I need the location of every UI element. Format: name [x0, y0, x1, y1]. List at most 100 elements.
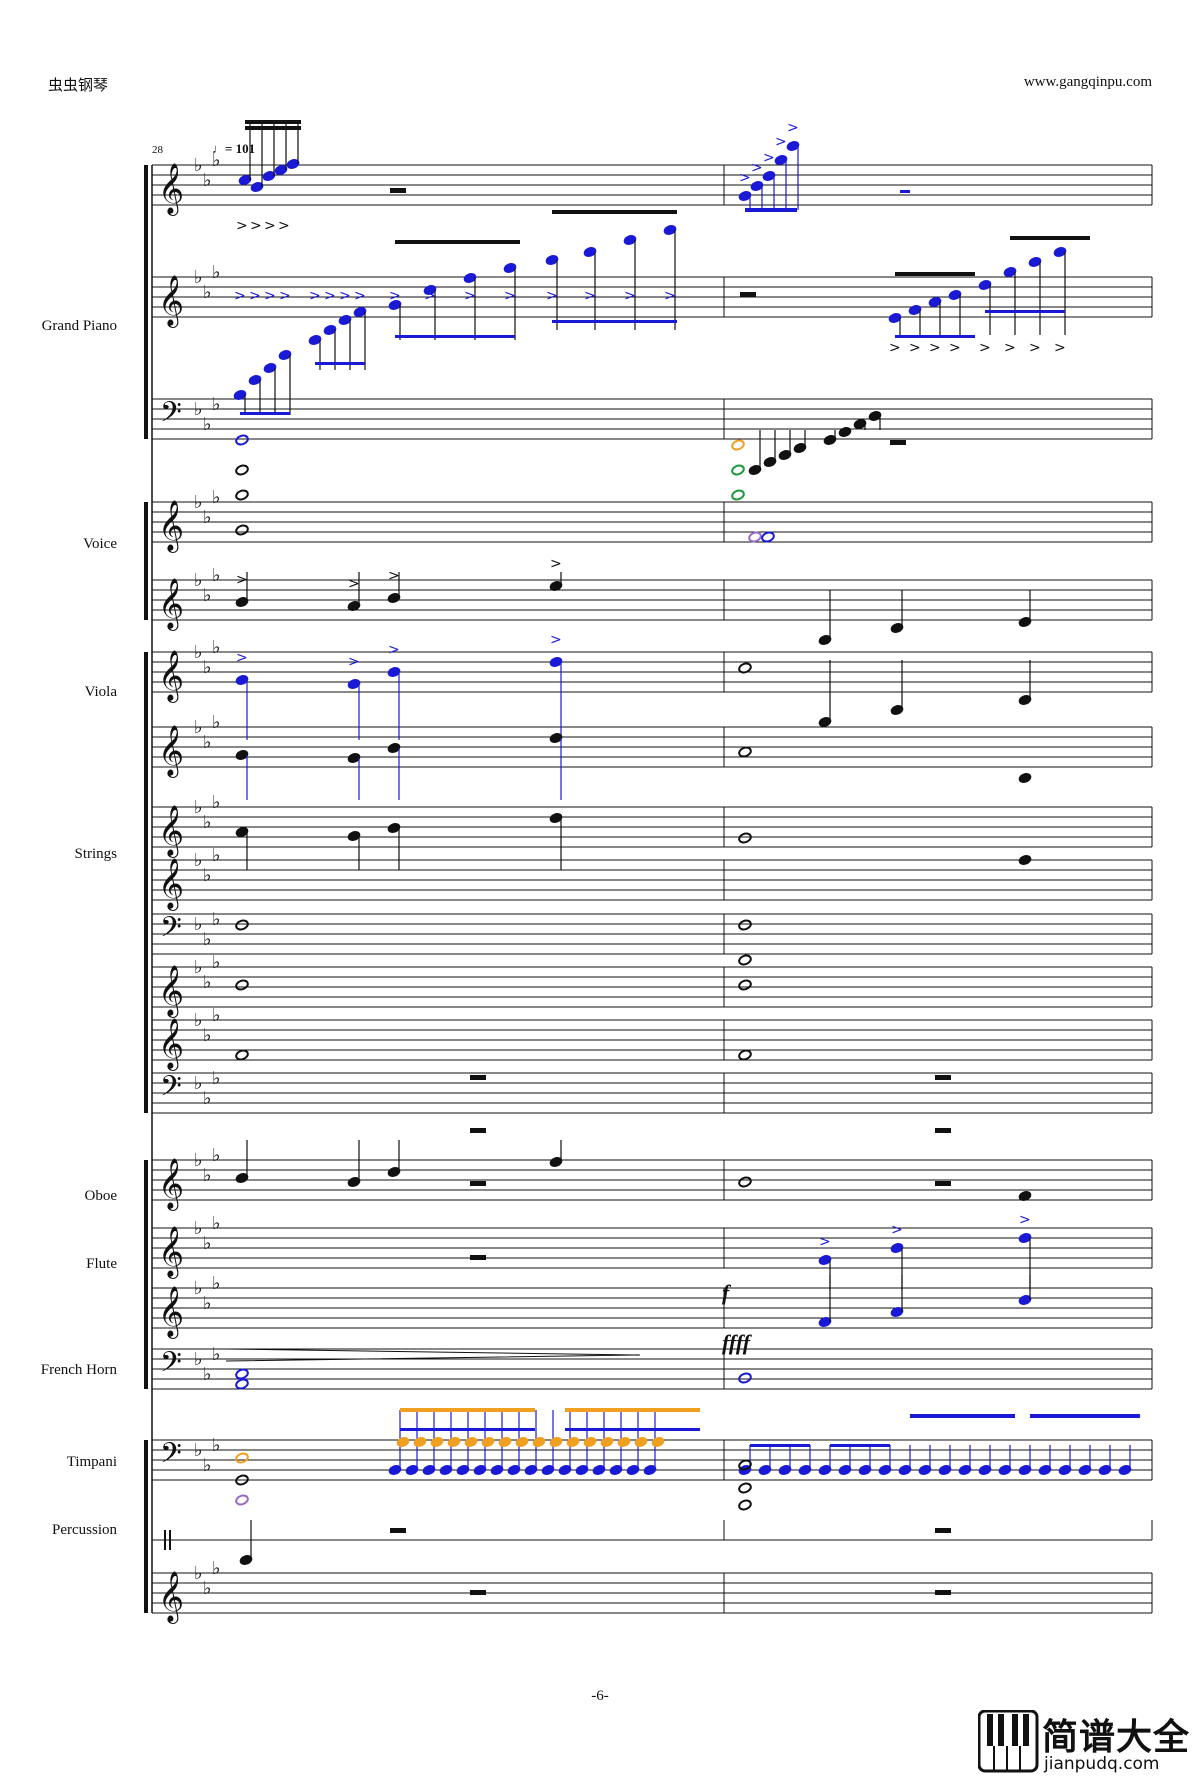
- note-head: [890, 1307, 904, 1317]
- accent-mark: >: [889, 340, 901, 356]
- flat-sign: ♭: [194, 1218, 203, 1239]
- note-head: [566, 1437, 580, 1447]
- bracket: [144, 652, 148, 1113]
- note-head: [1098, 1465, 1112, 1475]
- note-head: [274, 165, 288, 175]
- note-head: [481, 1437, 495, 1447]
- note-head: [761, 531, 775, 543]
- flat-sign: ♭: [212, 1273, 221, 1294]
- whole-rest: [470, 1181, 486, 1186]
- note-head: [818, 1317, 832, 1327]
- note-head: [490, 1465, 504, 1475]
- flat-sign: ♭: [203, 972, 212, 993]
- note-head: [1003, 267, 1017, 277]
- flat-sign: ♭: [212, 952, 221, 973]
- note-head: [617, 1437, 631, 1447]
- flat-sign: ♭: [194, 850, 203, 871]
- flat-sign: ♭: [194, 1150, 203, 1171]
- note-head: [786, 141, 800, 151]
- beam: [400, 1428, 535, 1431]
- note-head: [456, 1465, 470, 1475]
- note-head: [738, 1176, 752, 1188]
- note-head: [387, 593, 401, 603]
- beam: [1030, 1414, 1140, 1418]
- note-head: [235, 979, 249, 991]
- beam: [552, 210, 677, 214]
- note-head: [235, 1474, 249, 1486]
- note-head: [507, 1465, 521, 1475]
- tempo-marking: ♩= 101: [212, 141, 256, 156]
- note-head: [888, 313, 902, 323]
- site-url[interactable]: www.gangqinpu.com: [1023, 74, 1152, 90]
- note-head: [235, 524, 249, 536]
- note-head: [1018, 1295, 1032, 1305]
- flat-sign: ♭: [203, 585, 212, 606]
- flat-sign: ♭: [212, 262, 221, 283]
- note-head: [262, 171, 276, 181]
- beam: [750, 1444, 810, 1447]
- beam: [240, 412, 290, 415]
- note-head: [235, 434, 249, 446]
- note-head: [388, 300, 402, 310]
- accent-mark: >: [348, 576, 360, 592]
- note-head: [890, 705, 904, 715]
- site-logo[interactable]: 简谱大全 jianpudq.com: [978, 1706, 1198, 1778]
- note-head: [738, 662, 752, 674]
- note-head: [575, 1465, 589, 1475]
- note-head: [651, 1437, 665, 1447]
- treble-clef-icon: 𝄞: [158, 163, 184, 216]
- note-head: [1018, 1465, 1032, 1475]
- note-head: [738, 954, 752, 966]
- note-head: [473, 1465, 487, 1475]
- note-head: [387, 1167, 401, 1177]
- note-head: [396, 1437, 410, 1447]
- note-head: [778, 1465, 792, 1475]
- treble-clef-icon: 𝄞: [158, 805, 184, 858]
- accent-mark: >: [348, 654, 360, 670]
- accent-mark: >: [278, 218, 290, 234]
- accent-mark: >: [279, 288, 291, 304]
- flat-sign: ♭: [194, 1010, 203, 1031]
- note-head: [235, 489, 249, 501]
- note-head: [1018, 855, 1032, 865]
- accent-mark: >: [763, 150, 775, 166]
- note-head: [549, 1437, 563, 1447]
- note-head: [235, 1049, 249, 1061]
- note-head: [763, 457, 777, 467]
- instrument-label-french-horn: French Horn: [40, 1362, 117, 1378]
- flat-sign: ♭: [203, 414, 212, 435]
- note-head: [583, 247, 597, 257]
- note-head: [248, 375, 262, 385]
- whole-rest: [935, 1075, 951, 1080]
- flat-sign: ♭: [212, 1145, 221, 1166]
- note-head: [238, 175, 252, 185]
- logo-url: jianpudq.com: [1044, 1754, 1160, 1774]
- note-head: [868, 411, 882, 421]
- beam: [315, 362, 365, 365]
- whole-rest: [740, 292, 756, 297]
- flat-sign: ♭: [212, 792, 221, 813]
- note-head: [524, 1465, 538, 1475]
- note-head: [978, 1465, 992, 1475]
- accent-mark: >: [787, 120, 799, 136]
- note-head: [463, 273, 477, 283]
- flat-sign: ♭: [203, 170, 212, 191]
- note-head: [447, 1437, 461, 1447]
- note-head: [323, 325, 337, 335]
- note-head: [549, 813, 563, 823]
- note-head: [233, 390, 247, 400]
- note-head: [498, 1437, 512, 1447]
- note-head: [1018, 1191, 1032, 1201]
- flat-sign: ♭: [203, 1364, 212, 1385]
- flat-sign: ♭: [194, 570, 203, 591]
- bracket: [144, 1160, 148, 1389]
- note-head: [278, 350, 292, 360]
- bracket: [144, 502, 148, 620]
- flat-sign: ♭: [212, 845, 221, 866]
- note-head: [838, 1465, 852, 1475]
- beam: [565, 1428, 700, 1431]
- note-head: [1018, 1233, 1032, 1243]
- accent-mark: >: [424, 288, 436, 304]
- instrument-label-flute: Flute: [86, 1256, 117, 1272]
